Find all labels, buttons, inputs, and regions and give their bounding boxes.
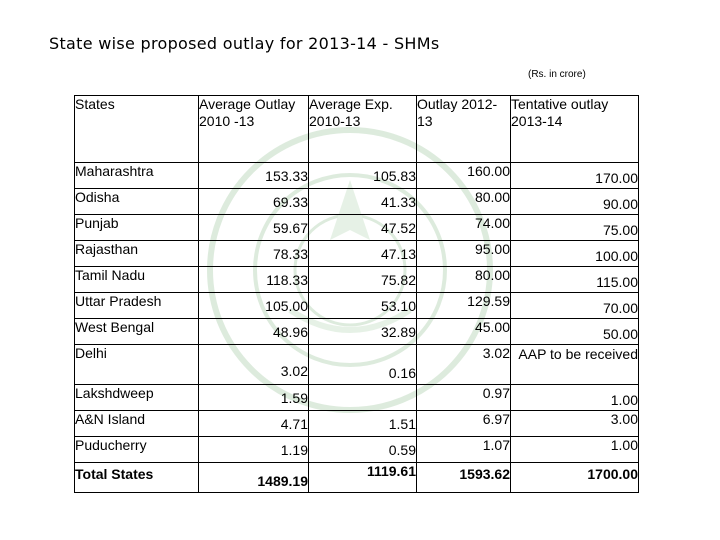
total-outlay-2012: 1593.62 bbox=[416, 462, 511, 493]
avg-outlay-cell: 118.33 bbox=[198, 266, 309, 293]
state-cell: West Bengal bbox=[74, 318, 199, 345]
outlay-2012-cell: 1.07 bbox=[416, 436, 511, 463]
avg-outlay-cell: 59.67 bbox=[198, 214, 309, 241]
table-row: West Bengal 48.96 32.89 45.00 50.00 bbox=[74, 318, 639, 345]
col-header-tentative-2013-14: Tentative outlay 2013-14 bbox=[510, 95, 639, 163]
state-cell: Lakshdweep bbox=[74, 384, 199, 411]
table-row: Lakshdweep 1.59 0.97 1.00 bbox=[74, 384, 639, 411]
table-row: Delhi 3.02 0.16 3.02 AAP to be received bbox=[74, 344, 639, 385]
tentative-cell: 3.00 bbox=[510, 410, 639, 437]
avg-exp-cell: 105.83 bbox=[308, 162, 417, 189]
outlay-2012-cell: 160.00 bbox=[416, 162, 511, 189]
avg-exp-cell: 0.59 bbox=[308, 436, 417, 463]
tentative-cell: 1.00 bbox=[510, 436, 639, 463]
avg-outlay-cell: 78.33 bbox=[198, 240, 309, 267]
tentative-cell: 70.00 bbox=[510, 292, 639, 319]
tentative-cell: 50.00 bbox=[510, 318, 639, 345]
table-row: Puducherry 1.19 0.59 1.07 1.00 bbox=[74, 436, 639, 463]
outlay-2012-cell: 95.00 bbox=[416, 240, 511, 267]
avg-outlay-cell: 69.33 bbox=[198, 188, 309, 215]
col-header-outlay-2012-13: Outlay 2012-13 bbox=[416, 95, 511, 163]
avg-exp-cell: 47.13 bbox=[308, 240, 417, 267]
tentative-cell: 100.00 bbox=[510, 240, 639, 267]
total-avg-outlay: 1489.19 bbox=[198, 462, 309, 493]
avg-outlay-cell: 4.71 bbox=[198, 410, 309, 437]
outlay-table: States Average Outlay 2010 -13 Average E… bbox=[74, 95, 639, 493]
avg-exp-cell: 32.89 bbox=[308, 318, 417, 345]
state-cell: Delhi bbox=[74, 344, 199, 385]
outlay-2012-cell: 80.00 bbox=[416, 188, 511, 215]
state-cell: Odisha bbox=[74, 188, 199, 215]
avg-exp-cell: 53.10 bbox=[308, 292, 417, 319]
avg-exp-cell: 75.82 bbox=[308, 266, 417, 293]
avg-exp-cell: 0.16 bbox=[308, 344, 417, 385]
total-row: Total States 1489.19 1119.61 1593.62 170… bbox=[74, 462, 639, 493]
state-cell: Tamil Nadu bbox=[74, 266, 199, 293]
page-title: State wise proposed outlay for 2013-14 -… bbox=[49, 34, 440, 53]
state-cell: Punjab bbox=[74, 214, 199, 241]
col-header-states: States bbox=[74, 95, 199, 163]
outlay-2012-cell: 6.97 bbox=[416, 410, 511, 437]
state-cell: A&N Island bbox=[74, 410, 199, 437]
tentative-cell: 115.00 bbox=[510, 266, 639, 293]
table-row: A&N Island 4.71 1.51 6.97 3.00 bbox=[74, 410, 639, 437]
outlay-2012-cell: 80.00 bbox=[416, 266, 511, 293]
tentative-cell: 75.00 bbox=[510, 214, 639, 241]
total-label: Total States bbox=[74, 462, 199, 493]
table-row: Odisha 69.33 41.33 80.00 90.00 bbox=[74, 188, 639, 215]
tentative-cell: AAP to be received bbox=[510, 344, 639, 385]
avg-exp-cell: 47.52 bbox=[308, 214, 417, 241]
avg-outlay-cell: 48.96 bbox=[198, 318, 309, 345]
avg-outlay-cell: 3.02 bbox=[198, 344, 309, 385]
avg-exp-cell bbox=[308, 384, 417, 411]
avg-exp-cell: 41.33 bbox=[308, 188, 417, 215]
outlay-2012-cell: 129.59 bbox=[416, 292, 511, 319]
avg-exp-cell: 1.51 bbox=[308, 410, 417, 437]
unit-note: (Rs. in crore) bbox=[528, 69, 586, 80]
state-cell: Rajasthan bbox=[74, 240, 199, 267]
table-row: Maharashtra 153.33 105.83 160.00 170.00 bbox=[74, 162, 639, 189]
outlay-2012-cell: 45.00 bbox=[416, 318, 511, 345]
avg-outlay-cell: 1.59 bbox=[198, 384, 309, 411]
outlay-2012-cell: 0.97 bbox=[416, 384, 511, 411]
outlay-2012-cell: 3.02 bbox=[416, 344, 511, 385]
col-header-avg-outlay: Average Outlay 2010 -13 bbox=[198, 95, 309, 163]
avg-outlay-cell: 153.33 bbox=[198, 162, 309, 189]
table-row: Rajasthan 78.33 47.13 95.00 100.00 bbox=[74, 240, 639, 267]
total-tentative: 1700.00 bbox=[510, 462, 639, 493]
table-row: Punjab 59.67 47.52 74.00 75.00 bbox=[74, 214, 639, 241]
table-row: Uttar Pradesh 105.00 53.10 129.59 70.00 bbox=[74, 292, 639, 319]
state-cell: Maharashtra bbox=[74, 162, 199, 189]
state-cell: Uttar Pradesh bbox=[74, 292, 199, 319]
table-header-row: States Average Outlay 2010 -13 Average E… bbox=[74, 95, 639, 163]
avg-outlay-cell: 105.00 bbox=[198, 292, 309, 319]
outlay-2012-cell: 74.00 bbox=[416, 214, 511, 241]
total-avg-exp: 1119.61 bbox=[308, 462, 417, 493]
table-row: Tamil Nadu 118.33 75.82 80.00 115.00 bbox=[74, 266, 639, 293]
col-header-avg-exp: Average Exp. 2010-13 bbox=[308, 95, 417, 163]
tentative-cell: 90.00 bbox=[510, 188, 639, 215]
state-cell: Puducherry bbox=[74, 436, 199, 463]
tentative-cell: 170.00 bbox=[510, 162, 639, 189]
avg-outlay-cell: 1.19 bbox=[198, 436, 309, 463]
tentative-cell: 1.00 bbox=[510, 384, 639, 411]
